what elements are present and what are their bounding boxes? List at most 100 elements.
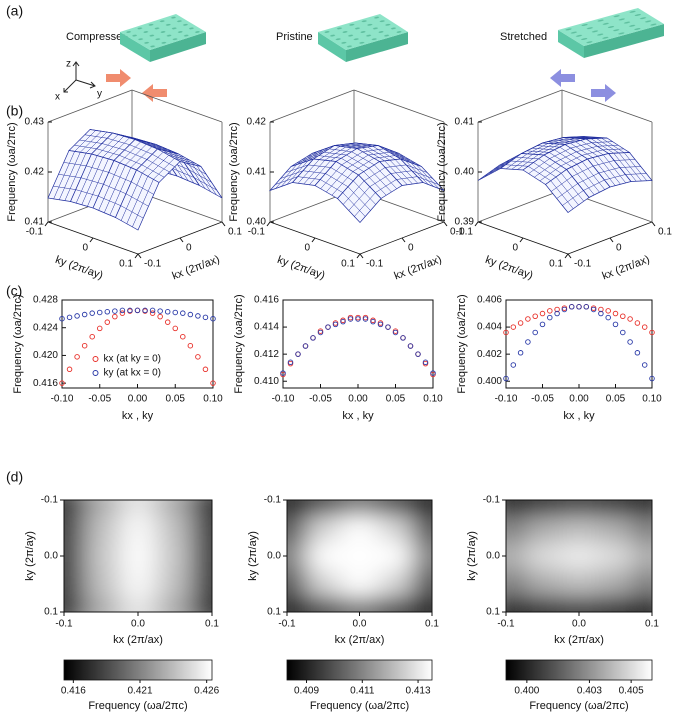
heatmap-cell	[157, 570, 195, 599]
x-tick-label: 0.05	[386, 394, 406, 405]
sample-title: Compressed	[66, 31, 128, 43]
data-point	[526, 317, 531, 322]
x-tick	[402, 238, 405, 242]
heatmap-cells	[46, 486, 232, 627]
x-tick-label: -0.05	[88, 394, 111, 405]
data-point	[150, 308, 155, 313]
heatmap-cell	[524, 542, 561, 571]
data-point	[296, 352, 301, 357]
x-axis-label: kx (2π/ax)	[171, 253, 222, 282]
heatmap-cell	[561, 542, 598, 571]
x-tick-label: 0.1	[658, 227, 672, 238]
y-tick-label: 0.400	[477, 376, 502, 387]
data-point	[173, 310, 178, 315]
data-point	[165, 309, 170, 314]
data-point	[408, 344, 413, 349]
x-tick-label: -0.1	[55, 619, 73, 630]
y-tick	[565, 254, 568, 258]
box-edge	[132, 90, 222, 122]
z-axis-label: Frequency (ωa/2πc)	[436, 122, 448, 221]
data-point	[196, 355, 201, 360]
y-tick-label: 0.1	[44, 607, 58, 618]
heatmap-cell	[341, 570, 378, 599]
data-point	[188, 343, 193, 348]
data-point	[135, 308, 140, 313]
data-point	[326, 325, 331, 330]
x-tick-label: 0	[408, 243, 414, 254]
data-point	[203, 315, 208, 320]
x-axis-label: kx (2π/ax)	[601, 253, 652, 282]
colorbar	[287, 660, 432, 680]
heatmap-cell	[83, 542, 121, 571]
x-tick-label: -0.10	[495, 394, 518, 405]
sample-title: Stretched	[500, 31, 547, 43]
data-point	[533, 330, 538, 335]
heatmap-cell	[378, 570, 415, 599]
data-point	[303, 344, 308, 349]
panel-label: (a)	[6, 3, 23, 19]
data-point	[113, 309, 118, 314]
data-point	[67, 315, 72, 320]
stretch-arrow	[550, 69, 575, 87]
data-point	[181, 334, 186, 339]
data-point	[613, 311, 618, 316]
colorbar-tick-label: 0.400	[514, 686, 539, 697]
sample-title: Pristine	[276, 31, 313, 43]
y-tick-label: 0.402	[477, 349, 502, 360]
heatmap-cell	[378, 514, 415, 543]
y-tick-label: 0.1	[267, 607, 281, 618]
y-axis-label: Frequency (ωa/2πc)	[233, 294, 245, 393]
data-point	[311, 336, 316, 341]
z-axis-label: Frequency (ωa/2πc)	[228, 122, 240, 221]
heatmap-cell	[341, 542, 378, 571]
y-axis-label: Frequency (ωa/2πc)	[456, 294, 468, 393]
data-point	[635, 351, 640, 356]
data-point	[621, 314, 626, 319]
y-tick-label: -0.1	[26, 227, 44, 238]
colorbar-tick-label: 0.421	[127, 686, 152, 697]
box-edge	[354, 90, 444, 122]
heatmap-cell	[561, 570, 598, 599]
x-tick-label: -0.1	[144, 259, 162, 270]
colorbar	[506, 660, 652, 680]
data-point	[203, 367, 208, 372]
x-tick	[180, 238, 183, 242]
x-axis-label: kx (2π/ax)	[393, 253, 444, 282]
data-point	[82, 312, 87, 317]
y-tick	[90, 238, 93, 242]
heatmap-cell	[305, 514, 342, 543]
axis-letter: z	[66, 59, 71, 70]
data-point	[628, 340, 633, 345]
x-tick-label: 0.00	[569, 394, 589, 405]
data-point	[613, 322, 618, 327]
y-tick-label: 0.1	[341, 259, 355, 270]
y-tick	[267, 222, 270, 226]
colorbar-tick-label: 0.426	[194, 686, 219, 697]
data-point	[518, 321, 523, 326]
heatmap-cell	[524, 570, 561, 599]
x-tick-label: 0	[186, 243, 192, 254]
data-point	[90, 311, 95, 316]
y-tick	[475, 222, 478, 226]
x-tick-label: 0.05	[166, 394, 186, 405]
data-point	[416, 352, 421, 357]
heatmap-cell	[597, 570, 634, 599]
data-point	[97, 326, 102, 331]
y-tick-label: 0.404	[477, 322, 502, 333]
heatmap-cell	[157, 514, 195, 543]
x-tick-label: -0.1	[497, 619, 515, 630]
y-axis-label: ky (2π/ay)	[484, 254, 535, 282]
data-point	[67, 367, 72, 372]
y-tick-label: -0.1	[264, 495, 282, 506]
colorbar-tick-label: 0.413	[406, 686, 431, 697]
x-tick	[360, 254, 363, 258]
y-axis-label: ky (2π/ay)	[54, 254, 105, 282]
y-tick-label: 0	[512, 243, 518, 254]
data-point	[621, 330, 626, 335]
data-point	[105, 320, 110, 325]
heatmap-cell	[341, 514, 378, 543]
legend-label: kx (at ky = 0)	[104, 354, 162, 365]
x-axis-label: kx , ky	[563, 410, 595, 422]
y-tick-label: 0.424	[33, 322, 58, 333]
z-tick-label: 0.41	[455, 117, 475, 128]
